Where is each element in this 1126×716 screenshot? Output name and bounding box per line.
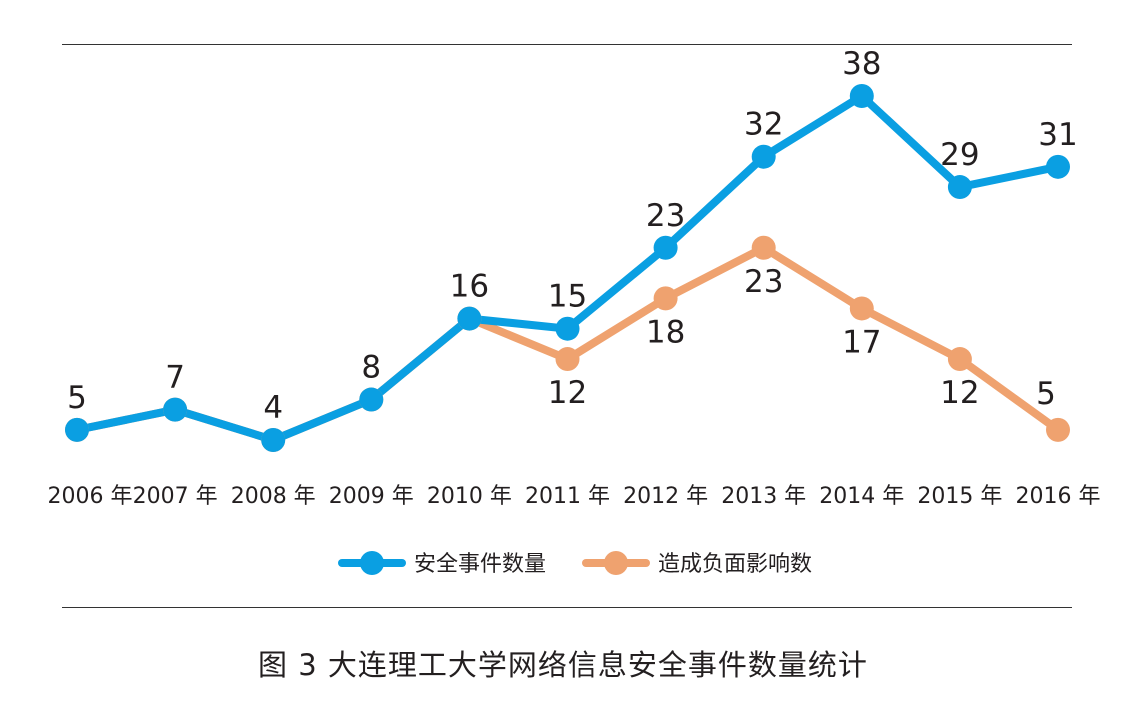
x-tick-label-2: 2008 年 — [231, 484, 316, 509]
data-label-negative-impact-5: 12 — [548, 375, 587, 411]
figure-caption: 图 3 大连理工大学网络信息安全事件数量统计 — [258, 648, 868, 682]
x-tick-label-7: 2013 年 — [721, 484, 806, 509]
data-label-negative-impact-8: 17 — [842, 324, 881, 360]
x-axis-labels: 2006 年 2007 年 2008 年 2009 年 2010 年 2011 年 2012… — [48, 484, 1101, 509]
data-point-negative-impact-8 — [849, 296, 874, 321]
data-point-security-events-1 — [163, 397, 188, 422]
x-tick-label-10: 2016 年 — [1016, 484, 1101, 509]
x-tick-label-1: 2007 年 — [133, 484, 218, 509]
data-label-security-events-2: 4 — [263, 390, 283, 426]
data-point-negative-impact-10 — [1046, 417, 1070, 442]
data-label-security-events-0: 5 — [67, 380, 87, 416]
data-point-security-events-4 — [457, 306, 482, 331]
data-point-negative-impact-7 — [751, 235, 776, 260]
data-label-security-events-3: 8 — [361, 350, 381, 386]
line-chart: 5 7 4 8 16 15 23 32 38 29 31 12 18 23 17 12 5 2006 年 2007… — [48, 46, 1101, 577]
x-tick-label-4: 2010 年 — [427, 484, 512, 509]
data-label-negative-impact-9: 12 — [940, 375, 979, 411]
x-tick-label-9: 2015 年 — [917, 484, 1002, 509]
x-tick-label-8: 2014 年 — [819, 484, 904, 509]
series-points — [65, 84, 1070, 452]
legend-label-security-events: 安全事件数量 — [414, 552, 546, 577]
series-line-negative-impact — [73, 243, 1062, 444]
data-point-security-events-5 — [555, 316, 580, 341]
data-point-security-events-7 — [751, 144, 776, 169]
data-point-security-events-0 — [65, 417, 89, 442]
data-label-negative-impact-10: 5 — [1036, 376, 1056, 412]
x-tick-label-6: 2012 年 — [623, 484, 708, 509]
x-tick-label-3: 2009 年 — [329, 484, 414, 509]
data-label-security-events-5: 15 — [548, 279, 587, 315]
data-label-negative-impact-7: 23 — [744, 264, 783, 300]
legend-marker-security-events — [360, 551, 384, 575]
bottom-rule — [62, 607, 1072, 608]
x-tick-label-0: 2006 年 — [48, 484, 133, 509]
data-label-security-events-4: 16 — [450, 269, 489, 305]
data-label-security-events-10: 31 — [1038, 117, 1077, 153]
data-point-security-events-6 — [653, 235, 678, 260]
top-rule — [62, 44, 1072, 45]
data-point-negative-impact-9 — [947, 347, 972, 372]
data-point-security-events-9 — [947, 175, 972, 200]
data-label-security-events-8: 38 — [842, 46, 881, 82]
data-label-security-events-7: 32 — [744, 107, 783, 143]
data-point-security-events-3 — [359, 387, 384, 412]
data-point-security-events-10 — [1046, 154, 1070, 179]
legend: 安全事件数量 造成负面影响数 — [338, 551, 812, 577]
data-label-security-events-1: 7 — [165, 360, 185, 396]
data-point-negative-impact-5 — [555, 347, 580, 372]
legend-label-negative-impact: 造成负面影响数 — [658, 552, 812, 577]
data-label-negative-impact-6: 18 — [646, 314, 685, 350]
data-point-security-events-2 — [261, 428, 286, 452]
data-point-security-events-8 — [849, 84, 874, 108]
legend-marker-negative-impact — [604, 551, 628, 575]
data-labels: 5 7 4 8 16 15 23 32 38 29 31 12 18 23 17 12 5 — [67, 46, 1078, 426]
x-tick-label-5: 2011 年 — [525, 484, 610, 509]
data-label-security-events-6: 23 — [646, 198, 685, 234]
data-point-negative-impact-6 — [653, 286, 678, 311]
data-label-security-events-9: 29 — [940, 137, 979, 173]
